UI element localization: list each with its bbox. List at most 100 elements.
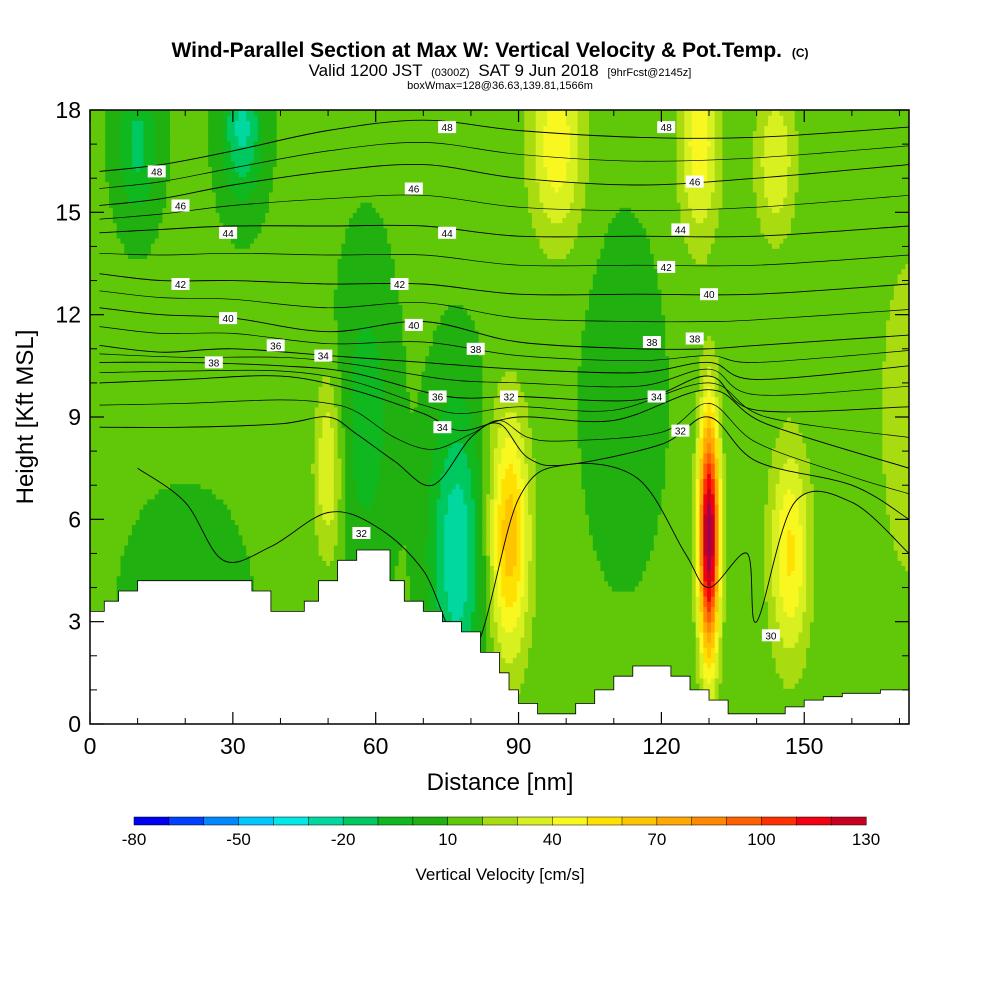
w-cell — [882, 631, 887, 638]
w-cell — [813, 672, 819, 679]
w-cell — [528, 631, 533, 638]
w-cell — [775, 672, 781, 679]
w-cell — [581, 626, 586, 633]
w-cell — [649, 657, 655, 664]
w-cell — [741, 693, 746, 700]
w-cell — [539, 683, 544, 689]
w-cell — [444, 606, 449, 613]
w-cell — [768, 642, 773, 648]
w-cell — [733, 657, 739, 664]
w-cell — [623, 672, 628, 679]
w-cell — [813, 662, 819, 669]
w-cell — [661, 631, 666, 638]
w-cell — [752, 672, 758, 679]
chart-title: Wind-Parallel Section at Max W: Vertical… — [171, 39, 808, 62]
w-cell — [783, 631, 788, 638]
w-cell — [798, 677, 803, 684]
w-cell — [722, 621, 727, 628]
w-cell — [889, 652, 895, 659]
w-cell — [455, 611, 461, 618]
w-cell — [463, 626, 468, 633]
w-cell — [509, 611, 514, 618]
w-cell — [821, 616, 826, 623]
w-cell — [729, 626, 735, 633]
w-cell — [558, 667, 563, 674]
w-cell — [543, 616, 548, 623]
w-cell — [623, 611, 628, 618]
w-cell — [832, 693, 838, 700]
w-cell — [573, 683, 579, 689]
w-cell — [844, 631, 849, 638]
w-cell — [752, 657, 758, 664]
w-cell — [714, 688, 720, 694]
w-cell — [489, 626, 495, 633]
w-cell — [729, 703, 735, 710]
w-cell — [749, 621, 754, 628]
w-cell — [566, 657, 571, 664]
w-cell — [577, 647, 582, 653]
w-cell — [604, 637, 609, 643]
w-cell — [554, 647, 560, 653]
w-cell — [768, 616, 773, 623]
w-cell — [627, 642, 632, 648]
w-cell — [825, 626, 830, 633]
w-cell — [745, 688, 750, 694]
w-cell — [829, 637, 834, 643]
w-cell — [848, 667, 853, 674]
w-cell — [531, 688, 537, 694]
w-cell — [790, 703, 796, 710]
w-cell — [604, 652, 609, 659]
w-cell — [554, 677, 560, 684]
w-cell — [600, 677, 605, 684]
w-cell — [722, 683, 727, 689]
w-cell — [665, 662, 670, 669]
w-cell — [817, 626, 822, 633]
w-cell — [817, 647, 822, 653]
w-cell — [653, 652, 659, 659]
w-cell — [745, 683, 750, 689]
w-cell — [531, 677, 537, 684]
w-cell — [573, 606, 579, 613]
w-cell — [569, 652, 575, 659]
w-cell — [859, 652, 864, 659]
w-cell — [642, 631, 647, 638]
w-cell — [821, 652, 826, 659]
w-cell — [520, 642, 525, 648]
w-cell — [627, 647, 632, 653]
w-cell — [680, 667, 685, 674]
w-cell — [661, 616, 666, 623]
w-cell — [535, 667, 541, 674]
w-cell — [497, 626, 503, 633]
w-cell — [638, 611, 643, 618]
w-cell — [832, 606, 838, 613]
w-cell — [642, 616, 647, 623]
w-cell — [874, 662, 880, 669]
w-cell — [295, 606, 301, 613]
w-cell — [756, 662, 762, 669]
w-cell — [569, 647, 575, 653]
w-cell — [566, 708, 571, 715]
w-cell — [547, 637, 552, 643]
w-cell — [573, 662, 579, 669]
w-cell — [539, 677, 544, 684]
w-cell — [611, 637, 617, 643]
w-cell — [451, 606, 457, 613]
w-cell — [787, 703, 792, 710]
w-cell — [489, 616, 495, 623]
w-cell — [509, 616, 514, 623]
w-cell — [733, 652, 739, 659]
w-cell — [874, 637, 880, 643]
w-cell — [840, 611, 845, 618]
w-cell — [733, 621, 739, 628]
w-cell — [886, 652, 891, 659]
w-cell — [528, 657, 533, 664]
w-cell — [798, 672, 803, 679]
w-cell — [794, 626, 800, 633]
w-cell — [505, 662, 510, 669]
w-cell — [642, 642, 647, 648]
w-cell — [497, 611, 503, 618]
w-cell — [615, 616, 621, 623]
w-cell — [867, 647, 872, 653]
w-cell — [848, 657, 853, 664]
w-cell — [741, 631, 746, 638]
